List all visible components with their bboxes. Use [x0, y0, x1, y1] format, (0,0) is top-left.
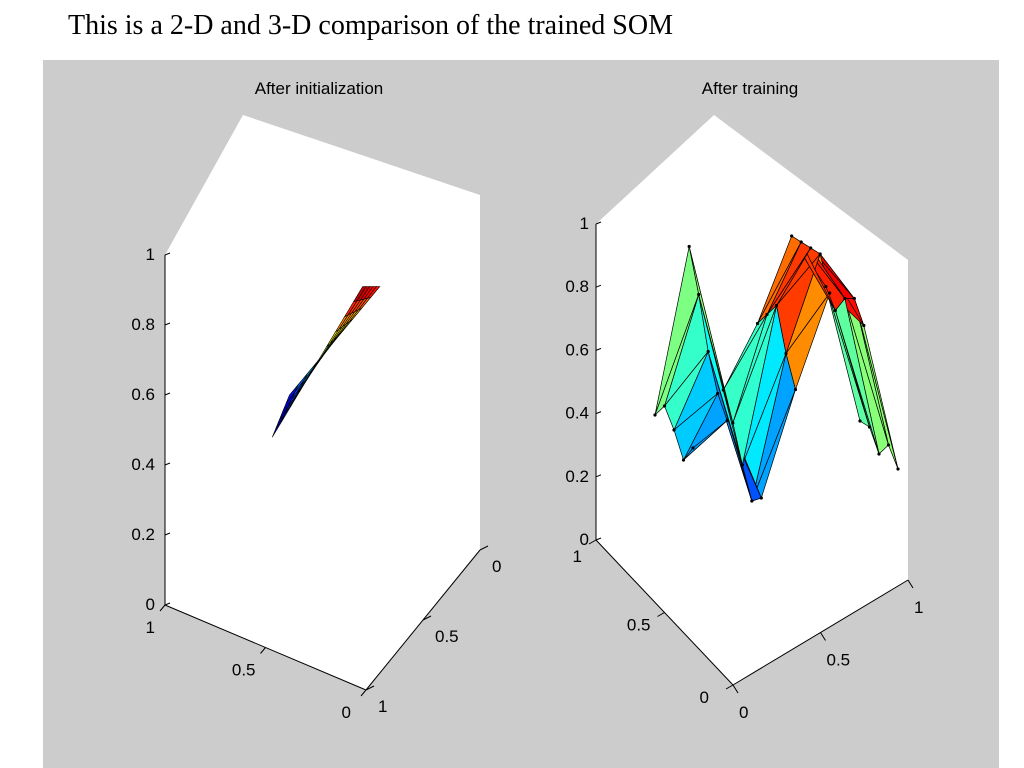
left-y-tick-label-0: 1 [378, 697, 387, 716]
page-title: This is a 2-D and 3-D comparison of the … [68, 10, 673, 41]
right-z-tick-2 [595, 411, 602, 415]
right-z-tick-label-4: 0.8 [565, 277, 589, 296]
right-x-tick-0 [588, 539, 597, 545]
right-surface-node [896, 467, 900, 471]
left-x-tick-0 [159, 604, 166, 612]
left-z-tick-label-4: 0.8 [131, 315, 155, 334]
left-z-tick-label-5: 1 [146, 245, 155, 264]
left-z-tick-4 [164, 322, 171, 326]
left-y-tick-label-1: 0.5 [435, 627, 459, 646]
right-ticks: 0 0.2 0.4 0.6 0.8 1 1 0.5 0 0 0.5 1 [565, 214, 923, 722]
right-y-tick-label-1: 0.5 [827, 651, 851, 670]
left-plot-title: After initialization [255, 79, 384, 98]
right-surface-node [755, 321, 760, 326]
right-surface-node [774, 303, 779, 308]
right-surface-node [862, 323, 866, 328]
left-axes: After initialization 00.20.40.60.8110.50… [131, 79, 501, 722]
right-y-tick-label-0: 0 [739, 703, 748, 722]
right-surface-node [653, 413, 657, 417]
right-x-tick-2 [725, 684, 734, 690]
right-y-tick-1 [820, 632, 826, 641]
right-surface-node [716, 391, 720, 396]
right-z-tick-3 [595, 347, 602, 351]
right-surface-node [852, 296, 856, 301]
right-surface-facet [683, 420, 728, 461]
right-surface-node [858, 419, 862, 423]
right-surface-node [706, 349, 710, 354]
right-surface-node [799, 240, 803, 244]
right-z-tick-label-0: 0 [580, 530, 589, 549]
left-ticks: 0 0.2 0.4 0.6 0.8 1 1 0.5 0 1 0.5 0 [131, 245, 501, 722]
right-surface-node [750, 499, 754, 503]
right-surface-node [824, 284, 828, 289]
left-z-tick-0 [164, 602, 171, 606]
right-z-tick-label-3: 0.6 [565, 340, 589, 359]
left-y-tick-0 [365, 685, 375, 691]
right-y-tick-0 [732, 684, 739, 694]
right-surface-node [672, 428, 676, 432]
left-z-tick-label-1: 0.2 [131, 525, 155, 544]
right-surface-node [721, 388, 725, 392]
right-surface-node [662, 404, 667, 408]
right-surface-node [687, 244, 691, 249]
right-surface-node [818, 252, 822, 256]
right-surface-node [697, 292, 701, 297]
right-surface-facet [673, 393, 718, 461]
left-x-tick-1 [260, 647, 266, 654]
left-y-tick-2 [479, 545, 489, 551]
left-y-tick-label-2: 0 [492, 557, 501, 576]
right-surface-node [784, 351, 788, 356]
right-axes: After training 0 0.2 0.4 0.6 0.8 1 1 0.5 0 0 0.5 1 [565, 79, 923, 722]
left-z-tick-1 [164, 532, 171, 536]
right-x-tick-label-2: 0 [700, 688, 709, 707]
right-surface-node [867, 425, 872, 429]
right-surface-node [793, 387, 798, 392]
right-z-tick-label-5: 1 [580, 214, 589, 233]
right-z-tick-5 [595, 221, 602, 225]
left-x-tick-label-0: 1 [146, 618, 155, 637]
right-y-tick-2 [907, 579, 914, 589]
left-x-tick-2 [360, 689, 367, 697]
right-x-tick-label-0: 1 [573, 547, 582, 566]
left-y-tick-1 [422, 615, 432, 621]
right-z-tick-1 [595, 474, 602, 478]
left-x-tick-label-2: 0 [342, 703, 351, 722]
right-surface-node [809, 246, 813, 250]
left-surface-patch [353, 286, 367, 303]
left-surface [271, 286, 381, 438]
left-z-tick-label-0: 0 [146, 595, 155, 614]
left-z-tick-2 [164, 462, 171, 466]
right-x-tick-label-1: 0.5 [627, 616, 651, 635]
right-y-tick-label-2: 1 [914, 598, 923, 617]
left-z-tick-3 [164, 392, 171, 396]
left-z-tick-label-2: 0.4 [131, 455, 155, 474]
right-surface-node [843, 296, 847, 301]
right-surface-node [691, 446, 695, 450]
right-z-tick-0 [595, 537, 602, 541]
right-surface-facet [654, 294, 700, 416]
right-surface-node [886, 443, 891, 447]
left-axes-pane [165, 115, 480, 690]
right-surface-node [681, 458, 686, 462]
left-x-tick-label-1: 0.5 [232, 661, 256, 680]
left-z-tick-5 [164, 252, 171, 256]
right-surface-node [759, 496, 763, 500]
right-surface [653, 234, 900, 503]
right-surface-node [740, 463, 744, 467]
right-z-tick-label-2: 0.4 [565, 404, 589, 423]
right-plot-title: After training [702, 79, 798, 98]
right-x-tick-1 [657, 612, 665, 617]
right-surface-node [731, 421, 735, 425]
right-surface-facet [664, 351, 709, 431]
right-surface-node [790, 234, 794, 238]
right-z-tick-4 [595, 284, 602, 288]
right-surface-node [877, 452, 881, 456]
left-z-tick-label-3: 0.6 [131, 385, 155, 404]
right-surface-node [828, 291, 832, 295]
right-surface-node [765, 312, 769, 317]
figure: After initialization 00.20.40.60.8110.50… [43, 60, 999, 768]
right-z-tick-label-1: 0.2 [565, 467, 589, 486]
right-surface-node [725, 418, 729, 423]
right-surface-node [833, 308, 837, 313]
